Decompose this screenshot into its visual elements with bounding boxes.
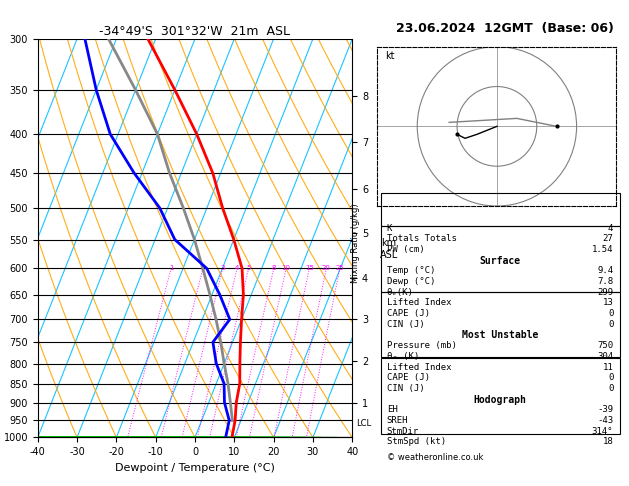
Text: 13: 13 [603,298,613,308]
Text: θₑ(K): θₑ(K) [387,288,414,297]
Text: 4: 4 [608,224,613,233]
Text: -39: -39 [597,405,613,415]
Text: 750: 750 [597,341,613,350]
Text: EH: EH [387,405,398,415]
Text: Pressure (mb): Pressure (mb) [387,341,457,350]
Text: 4: 4 [235,265,239,271]
Text: θₑ (K): θₑ (K) [387,352,419,361]
Text: 9.4: 9.4 [597,266,613,276]
Text: kt: kt [386,51,395,61]
Text: 1: 1 [169,265,174,271]
Text: 2: 2 [201,265,205,271]
Text: 7.8: 7.8 [597,277,613,286]
Text: 304: 304 [597,352,613,361]
Text: © weatheronline.co.uk: © weatheronline.co.uk [387,453,483,462]
Text: 15: 15 [305,265,314,271]
Text: Hodograph: Hodograph [474,395,526,405]
Text: StmDir: StmDir [387,427,419,436]
Text: 27: 27 [603,234,613,243]
Text: CIN (J): CIN (J) [387,384,425,393]
Text: CAPE (J): CAPE (J) [387,309,430,318]
Text: PW (cm): PW (cm) [387,245,425,254]
Text: 0: 0 [608,373,613,382]
Y-axis label: km
ASL: km ASL [380,238,398,260]
Text: K: K [387,224,392,233]
Text: 23.06.2024  12GMT  (Base: 06): 23.06.2024 12GMT (Base: 06) [396,22,614,35]
Text: SREH: SREH [387,416,408,425]
Text: 5: 5 [247,265,251,271]
Text: 0: 0 [608,384,613,393]
Text: LCL: LCL [356,419,371,428]
X-axis label: Dewpoint / Temperature (°C): Dewpoint / Temperature (°C) [115,463,275,473]
Text: StmSpd (kt): StmSpd (kt) [387,437,446,447]
Text: 8: 8 [272,265,276,271]
Text: -43: -43 [597,416,613,425]
Title: -34°49'S  301°32'W  21m  ASL: -34°49'S 301°32'W 21m ASL [99,25,291,38]
Text: Dewp (°C): Dewp (°C) [387,277,435,286]
Text: 11: 11 [603,363,613,372]
Text: 3: 3 [220,265,225,271]
Text: 314°: 314° [592,427,613,436]
Text: Surface: Surface [479,256,521,266]
Text: Most Unstable: Most Unstable [462,330,538,341]
Text: 18: 18 [603,437,613,447]
Text: 0: 0 [608,320,613,329]
Text: 1.54: 1.54 [592,245,613,254]
Text: CIN (J): CIN (J) [387,320,425,329]
Text: 25: 25 [335,265,344,271]
Text: 10: 10 [282,265,291,271]
Text: Lifted Index: Lifted Index [387,298,452,308]
Text: 299: 299 [597,288,613,297]
Text: 0: 0 [608,309,613,318]
Text: Lifted Index: Lifted Index [387,363,452,372]
Text: 20: 20 [322,265,331,271]
Text: Mixing Ratio (g/kg): Mixing Ratio (g/kg) [351,203,360,283]
Text: Totals Totals: Totals Totals [387,234,457,243]
Text: CAPE (J): CAPE (J) [387,373,430,382]
Text: Temp (°C): Temp (°C) [387,266,435,276]
